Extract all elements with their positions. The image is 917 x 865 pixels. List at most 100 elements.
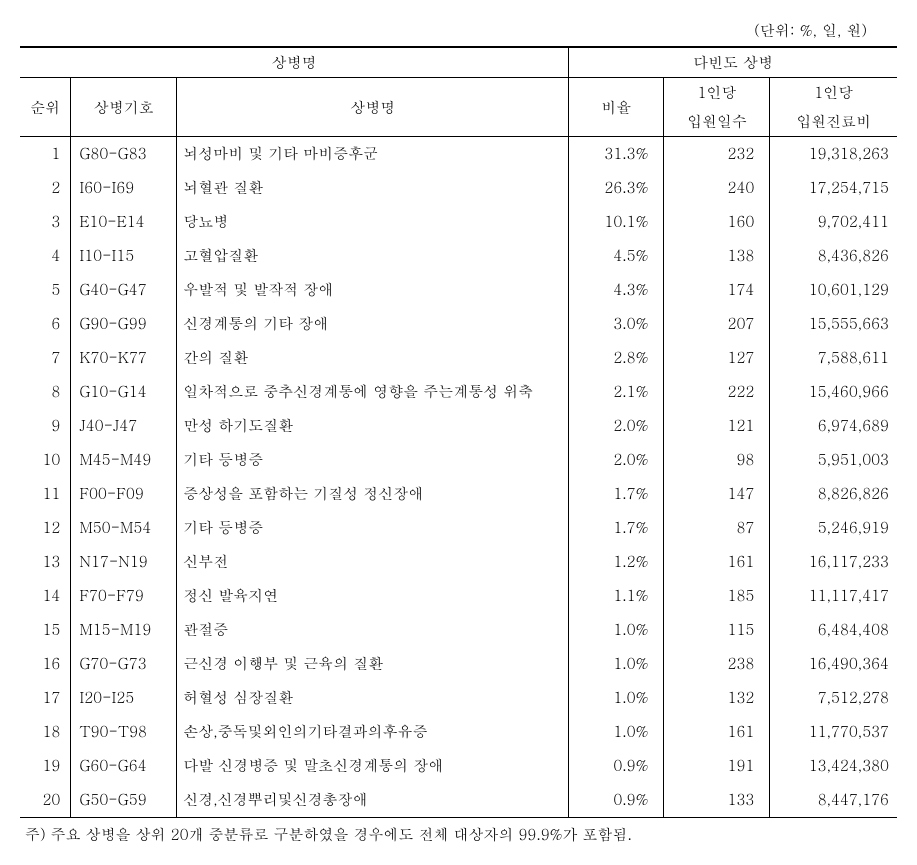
- disease-table: 상병명 다빈도 상병 순위 상병기호 상병명 비율 1인당 1인당 입원일수 입…: [20, 46, 897, 818]
- footnote: 주) 주요 상병을 상위 20개 중분류로 구분하였을 경우에도 전체 대상자의…: [20, 824, 897, 845]
- cell-rate: 1.0%: [569, 715, 664, 749]
- cell-cost: 5,246,919: [770, 511, 897, 545]
- cell-days: 98: [664, 443, 770, 477]
- cell-cost: 7,588,611: [770, 341, 897, 375]
- header-rank: 순위: [20, 78, 71, 137]
- cell-cost: 16,490,364: [770, 647, 897, 681]
- cell-name: 우발적 및 발작적 장애: [177, 273, 569, 307]
- cell-days: 161: [664, 545, 770, 579]
- cell-name: 허혈성 심장질환: [177, 681, 569, 715]
- cell-rate: 1.0%: [569, 681, 664, 715]
- cell-rank: 7: [20, 341, 71, 375]
- header-rate: 비율: [569, 78, 664, 137]
- table-row: 4I10-I15고혈압질환4.5%1388,436,826: [20, 239, 897, 273]
- cell-rate: 2.0%: [569, 409, 664, 443]
- header-days-l1: 1인당: [664, 78, 770, 108]
- cell-code: G50-G59: [71, 783, 177, 818]
- table-row: 3E10-E14당뇨병10.1%1609,702,411: [20, 205, 897, 239]
- table-row: 19G60-G64다발 신경병증 및 말초신경계통의 장애0.9%19113,4…: [20, 749, 897, 783]
- table-row: 15M15-M19관절증1.0%1156,484,408: [20, 613, 897, 647]
- cell-rate: 1.0%: [569, 647, 664, 681]
- cell-days: 222: [664, 375, 770, 409]
- cell-rate: 10.1%: [569, 205, 664, 239]
- header-cost-l1: 1인당: [770, 78, 897, 108]
- header-days-l2: 입원일수: [664, 107, 770, 137]
- cell-rate: 4.5%: [569, 239, 664, 273]
- table-row: 18T90-T98손상,중독및외인의기타결과의후유증1.0%16111,770,…: [20, 715, 897, 749]
- table-row: 2I60-I69뇌혈관 질환26.3%24017,254,715: [20, 171, 897, 205]
- cell-days: 115: [664, 613, 770, 647]
- cell-cost: 11,117,417: [770, 579, 897, 613]
- table-row: 10M45-M49기타 등병증2.0%985,951,003: [20, 443, 897, 477]
- cell-days: 174: [664, 273, 770, 307]
- cell-rate: 0.9%: [569, 783, 664, 818]
- cell-rate: 2.1%: [569, 375, 664, 409]
- cell-cost: 8,436,826: [770, 239, 897, 273]
- cell-code: T90-T98: [71, 715, 177, 749]
- cell-code: G40-G47: [71, 273, 177, 307]
- cell-cost: 6,484,408: [770, 613, 897, 647]
- cell-code: I10-I15: [71, 239, 177, 273]
- cell-name: 일차적으로 중추신경계통에 영향을 주는계통성 위축: [177, 375, 569, 409]
- cell-days: 185: [664, 579, 770, 613]
- cell-days: 232: [664, 137, 770, 172]
- cell-days: 133: [664, 783, 770, 818]
- table-row: 17I20-I25허혈성 심장질환1.0%1327,512,278: [20, 681, 897, 715]
- cell-rank: 6: [20, 307, 71, 341]
- cell-cost: 6,974,689: [770, 409, 897, 443]
- cell-days: 147: [664, 477, 770, 511]
- cell-rate: 26.3%: [569, 171, 664, 205]
- cell-rank: 20: [20, 783, 71, 818]
- cell-name: 기타 등병증: [177, 443, 569, 477]
- cell-cost: 9,702,411: [770, 205, 897, 239]
- cell-code: I60-I69: [71, 171, 177, 205]
- table-row: 7K70-K77간의 질환2.8%1277,588,611: [20, 341, 897, 375]
- cell-name: 신부전: [177, 545, 569, 579]
- cell-code: G60-G64: [71, 749, 177, 783]
- cell-rank: 3: [20, 205, 71, 239]
- cell-code: G80-G83: [71, 137, 177, 172]
- cell-rate: 1.7%: [569, 477, 664, 511]
- cell-rank: 16: [20, 647, 71, 681]
- cell-days: 191: [664, 749, 770, 783]
- table-row: 16G70-G73근신경 이행부 및 근육의 질환1.0%23816,490,3…: [20, 647, 897, 681]
- cell-code: M15-M19: [71, 613, 177, 647]
- table-row: 8G10-G14일차적으로 중추신경계통에 영향을 주는계통성 위축2.1%22…: [20, 375, 897, 409]
- cell-code: I20-I25: [71, 681, 177, 715]
- unit-label: (단위: %, 일, 원): [20, 20, 897, 41]
- cell-rate: 31.3%: [569, 137, 664, 172]
- table-body: 1G80-G83뇌성마비 및 기타 마비증후군31.3%23219,318,26…: [20, 137, 897, 818]
- cell-cost: 17,254,715: [770, 171, 897, 205]
- cell-name: 당뇨병: [177, 205, 569, 239]
- cell-days: 87: [664, 511, 770, 545]
- header-name: 상병명: [177, 78, 569, 137]
- cell-name: 증상성을 포함하는 기질성 정신장애: [177, 477, 569, 511]
- cell-name: 뇌혈관 질환: [177, 171, 569, 205]
- cell-code: F00-F09: [71, 477, 177, 511]
- table-header: 상병명 다빈도 상병 순위 상병기호 상병명 비율 1인당 1인당 입원일수 입…: [20, 47, 897, 137]
- cell-rate: 1.2%: [569, 545, 664, 579]
- table-row: 11F00-F09증상성을 포함하는 기질성 정신장애1.7%1478,826,…: [20, 477, 897, 511]
- cell-cost: 19,318,263: [770, 137, 897, 172]
- cell-cost: 5,951,003: [770, 443, 897, 477]
- cell-days: 240: [664, 171, 770, 205]
- cell-rank: 5: [20, 273, 71, 307]
- cell-name: 근신경 이행부 및 근육의 질환: [177, 647, 569, 681]
- cell-rate: 3.0%: [569, 307, 664, 341]
- header-code: 상병기호: [71, 78, 177, 137]
- cell-rank: 1: [20, 137, 71, 172]
- table-row: 6G90-G99신경계통의 기타 장애3.0%20715,555,663: [20, 307, 897, 341]
- table-row: 14F70-F79정신 발육지연1.1%18511,117,417: [20, 579, 897, 613]
- cell-days: 138: [664, 239, 770, 273]
- cell-name: 뇌성마비 및 기타 마비증후군: [177, 137, 569, 172]
- cell-days: 161: [664, 715, 770, 749]
- table-row: 12M50-M54기타 등병증1.7%875,246,919: [20, 511, 897, 545]
- cell-rank: 12: [20, 511, 71, 545]
- cell-rank: 2: [20, 171, 71, 205]
- cell-days: 127: [664, 341, 770, 375]
- cell-code: G90-G99: [71, 307, 177, 341]
- cell-code: K70-K77: [71, 341, 177, 375]
- cell-code: M50-M54: [71, 511, 177, 545]
- cell-cost: 10,601,129: [770, 273, 897, 307]
- table-row: 1G80-G83뇌성마비 및 기타 마비증후군31.3%23219,318,26…: [20, 137, 897, 172]
